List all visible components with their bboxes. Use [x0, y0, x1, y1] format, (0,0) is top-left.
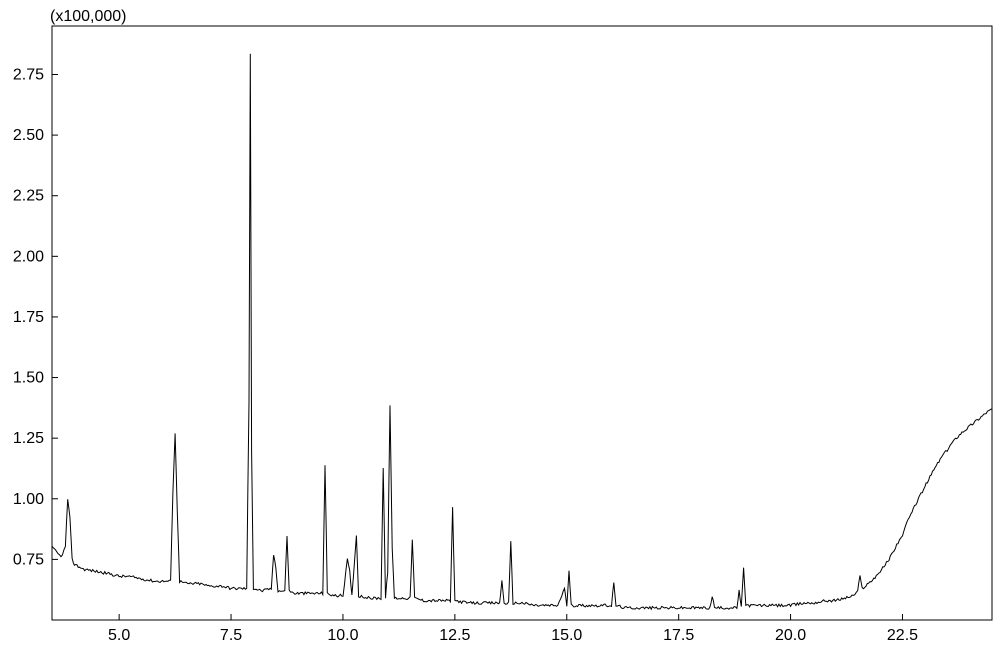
svg-text:2.75: 2.75: [13, 66, 44, 83]
svg-text:5.0: 5.0: [108, 627, 130, 644]
svg-text:12.5: 12.5: [439, 627, 470, 644]
chromatogram-chart: (x100,000) 5.0 7.5 10.0 12.5 15.0 17.5 20.0 22.…: [0, 0, 1000, 662]
svg-text:1.00: 1.00: [13, 491, 44, 508]
svg-text:10.0: 10.0: [327, 627, 358, 644]
svg-text:2.00: 2.00: [13, 248, 44, 265]
svg-text:15.0: 15.0: [551, 627, 582, 644]
svg-text:2.25: 2.25: [13, 188, 44, 205]
chart-svg: 5.0 7.5 10.0 12.5 15.0 17.5 20.0 22.5 0.75 1.00 1.…: [0, 0, 1000, 662]
svg-text:0.75: 0.75: [13, 551, 44, 568]
svg-text:2.50: 2.50: [13, 127, 44, 144]
svg-text:22.5: 22.5: [887, 627, 918, 644]
svg-text:17.5: 17.5: [663, 627, 694, 644]
svg-text:1.75: 1.75: [13, 309, 44, 326]
y-scale-label: (x100,000): [50, 8, 127, 26]
svg-text:1.25: 1.25: [13, 430, 44, 447]
svg-text:20.0: 20.0: [775, 627, 806, 644]
svg-text:7.5: 7.5: [220, 627, 242, 644]
svg-text:1.50: 1.50: [13, 370, 44, 387]
